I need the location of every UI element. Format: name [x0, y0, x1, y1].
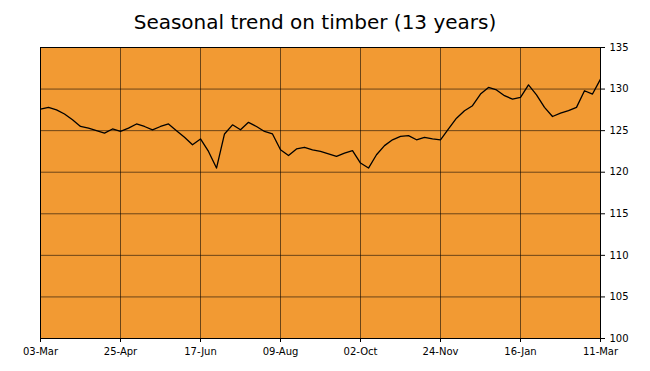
- svg-text:03-Mar: 03-Mar: [23, 346, 59, 357]
- svg-text:130: 130: [610, 83, 629, 94]
- svg-text:09-Aug: 09-Aug: [263, 346, 299, 357]
- svg-text:17-Jun: 17-Jun: [184, 346, 217, 357]
- svg-text:100: 100: [610, 333, 629, 344]
- svg-text:11-Mar: 11-Mar: [583, 346, 619, 357]
- svg-text:125: 125: [610, 125, 629, 136]
- svg-text:115: 115: [610, 208, 629, 219]
- svg-text:120: 120: [610, 166, 629, 177]
- svg-text:135: 135: [610, 42, 629, 53]
- svg-text:24-Nov: 24-Nov: [423, 346, 459, 357]
- svg-text:105: 105: [610, 291, 629, 302]
- svg-text:25-Apr: 25-Apr: [104, 346, 138, 357]
- svg-text:16-Jan: 16-Jan: [504, 346, 536, 357]
- svg-text:110: 110: [610, 250, 629, 261]
- html-text:Seasonal trend on timber (13 y: Seasonal trend on timber (13 years): [133, 10, 497, 34]
- svg-text:02-Oct: 02-Oct: [344, 346, 378, 357]
